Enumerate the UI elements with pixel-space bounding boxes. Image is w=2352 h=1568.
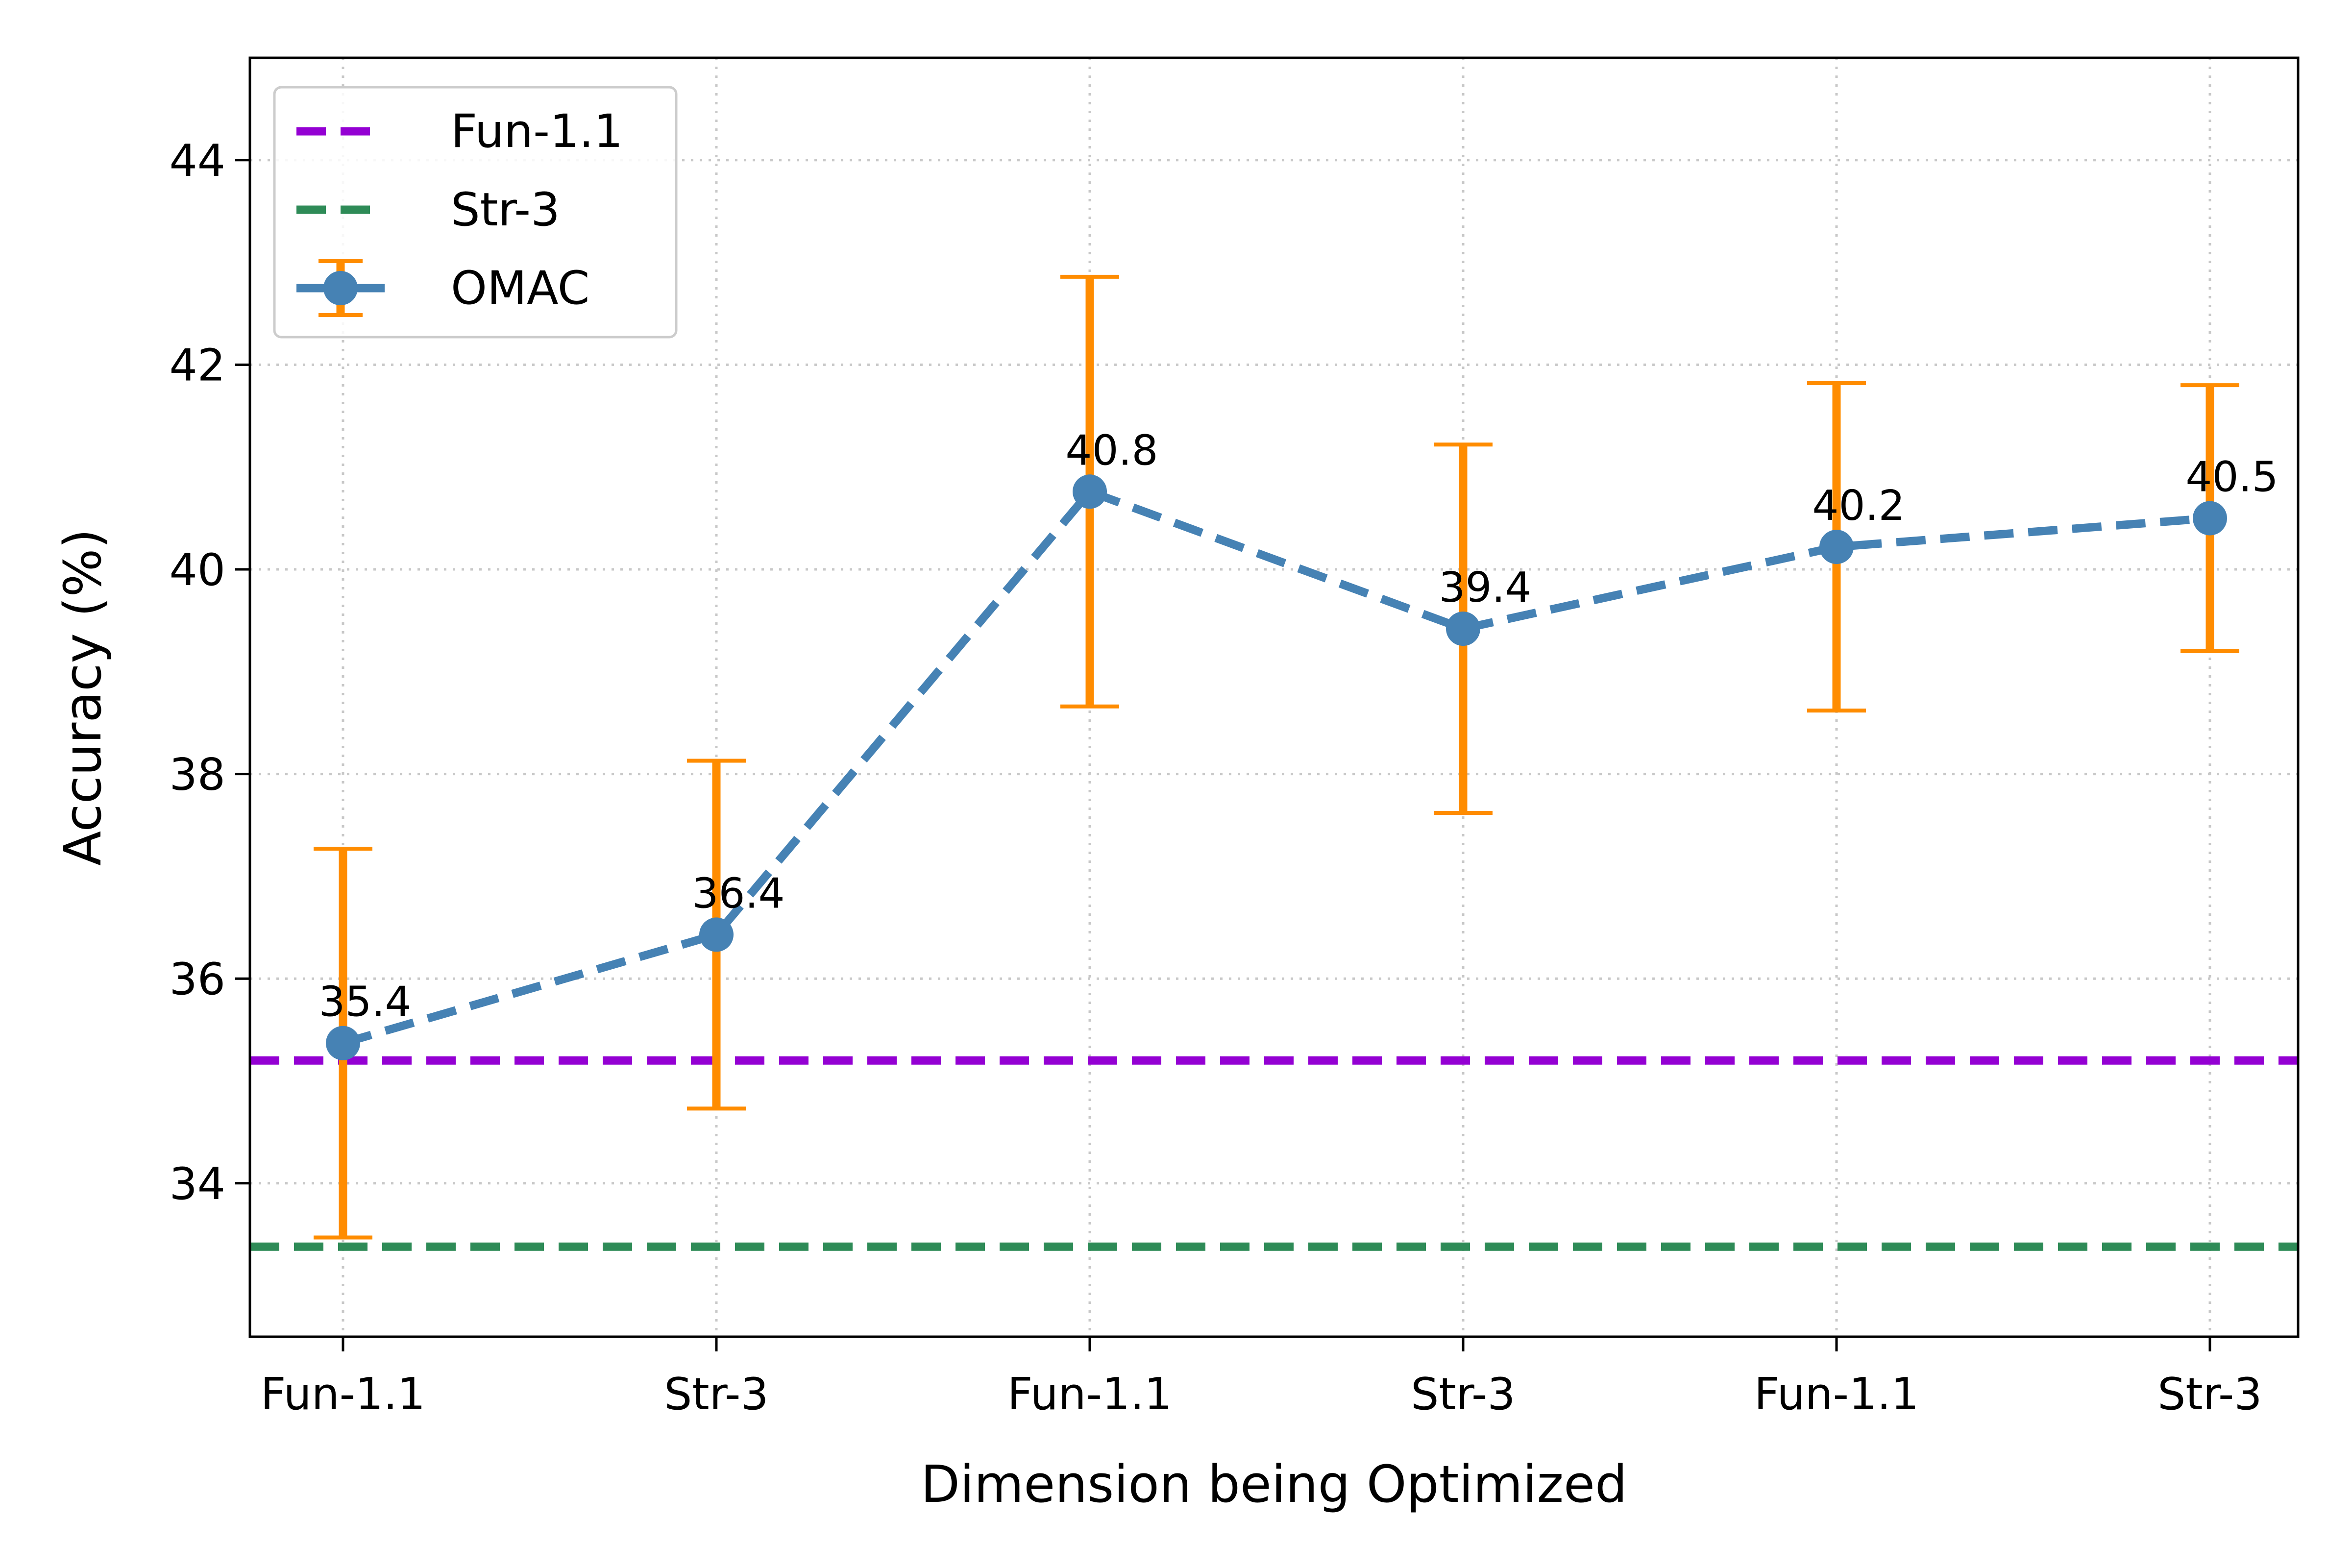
legend-entry: OMAC — [451, 262, 589, 315]
legend-series-marker — [323, 271, 358, 305]
x-tick-label: Fun-1.1 — [1754, 1369, 1919, 1420]
plot-frame — [248, 56, 2300, 1338]
reference-lines — [250, 1056, 2298, 1251]
data-point — [1446, 612, 1480, 646]
series-line — [342, 487, 2210, 1047]
data-label: 40.8 — [1065, 426, 1158, 475]
y-tick-label: 38 — [169, 749, 225, 801]
legend-box — [273, 86, 678, 339]
y-axis-label: Accuracy (%) — [53, 529, 113, 866]
data-point — [326, 1026, 360, 1060]
data-label: 40.5 — [2185, 453, 2278, 502]
legend-entry: Fun-1.1 — [451, 105, 623, 158]
data-label: 35.4 — [318, 978, 411, 1027]
data-point — [1073, 474, 1107, 509]
y-tick-label: 34 — [169, 1158, 225, 1210]
series-omac — [326, 474, 2227, 1060]
data-point — [1819, 530, 1854, 564]
legend-entry: Str-3 — [451, 183, 560, 237]
y-tick-label: 44 — [169, 135, 225, 187]
x-axis-label: Dimension being Optimized — [921, 1454, 1627, 1514]
y-tick-label: 36 — [169, 954, 225, 1005]
data-label: 36.4 — [692, 869, 784, 918]
legend: Fun-1.1 Str-3 OMAC — [273, 86, 678, 339]
y-tick-label: 40 — [169, 544, 225, 596]
data-label: 39.4 — [1439, 564, 1531, 612]
x-tick-label: Str-3 — [2157, 1369, 2262, 1420]
x-tick-label: Str-3 — [1411, 1369, 1515, 1420]
x-tick-label: Fun-1.1 — [1007, 1369, 1173, 1420]
y-tick-label: 42 — [169, 340, 225, 391]
x-tick-label: Str-3 — [664, 1369, 768, 1420]
axis-ticks: Fun-1.1 Str-3 Fun-1.1 Str-3 Fun-1.1 Str-3 34 36… — [169, 135, 2262, 1420]
data-labels: 35.4 36.4 40.8 39.4 40.2 40.5 — [318, 426, 2278, 1026]
data-point — [2193, 501, 2227, 536]
data-label: 40.2 — [1812, 482, 1905, 530]
x-tick-label: Fun-1.1 — [261, 1369, 426, 1420]
data-point — [699, 917, 734, 952]
